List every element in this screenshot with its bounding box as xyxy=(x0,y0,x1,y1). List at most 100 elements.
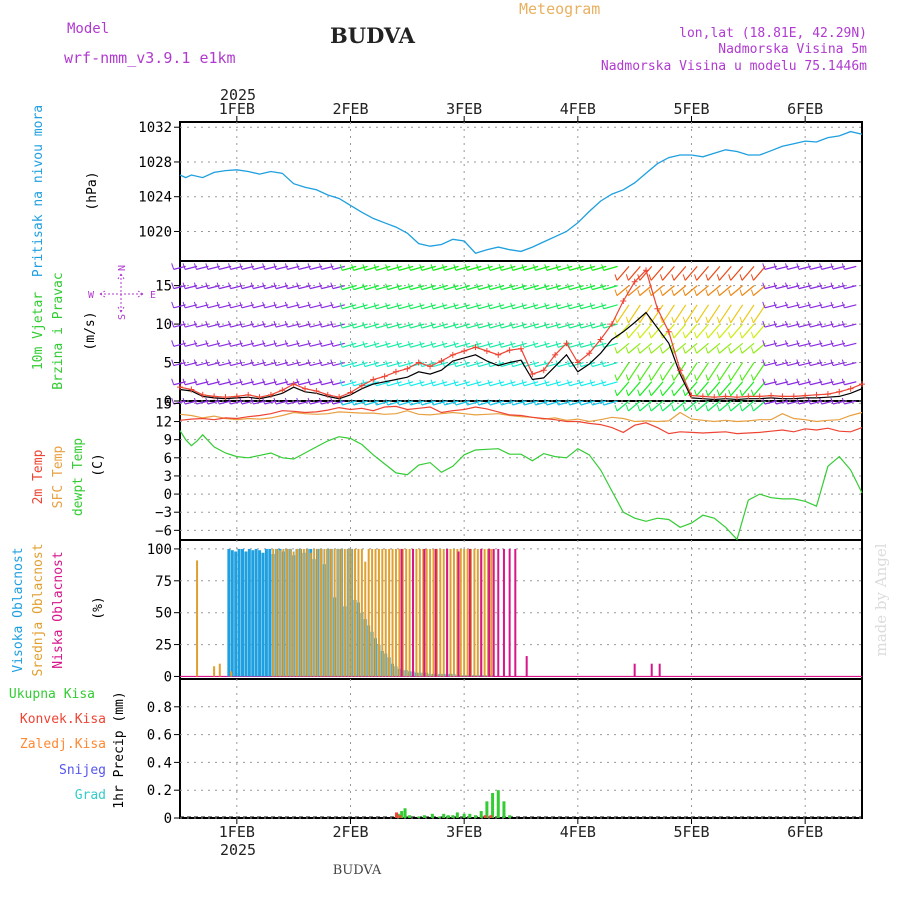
wind-barb xyxy=(787,361,800,367)
wind-barb-feather xyxy=(239,397,243,405)
compass-south: S xyxy=(117,314,128,320)
wind-barb-feather xyxy=(239,282,243,289)
wind-barb-feather xyxy=(464,398,468,406)
wind-barb-feather xyxy=(589,341,593,348)
wind-unit: (m/s) xyxy=(83,311,98,350)
wind-gust-marker xyxy=(427,363,434,370)
wind-barb xyxy=(219,265,232,270)
wind-barb xyxy=(275,381,289,386)
wind-barb xyxy=(535,304,550,310)
wind-barb xyxy=(421,304,436,310)
wind-barb xyxy=(364,381,380,387)
wind-barb xyxy=(207,381,220,386)
temp-series xyxy=(179,405,863,541)
wind-barb xyxy=(557,285,573,291)
wind-barb-feather xyxy=(762,301,766,309)
wind-barb xyxy=(798,304,811,309)
wind-barb-feather xyxy=(614,374,618,381)
wind-barb xyxy=(264,285,277,290)
wind-barb-feather xyxy=(205,282,209,289)
wind-barb-feather xyxy=(601,321,605,329)
wind-barb-feather xyxy=(739,389,743,396)
wind-barb xyxy=(821,323,834,328)
ytick-label-precip: 0.6 xyxy=(147,728,172,744)
wind-barb xyxy=(684,400,698,412)
high-cloud-bar xyxy=(251,550,255,677)
high-cloud-bar xyxy=(268,548,272,677)
wind-barb xyxy=(752,323,766,339)
wind-barb-feather xyxy=(510,302,514,310)
wind-barb-feather xyxy=(762,378,766,385)
wind-barb xyxy=(752,381,766,397)
wind-barb-feather xyxy=(750,289,754,296)
wind-barb xyxy=(444,381,459,387)
wind-barb xyxy=(616,304,630,324)
wind-barb xyxy=(455,361,471,368)
wind-barb-feather xyxy=(453,341,457,348)
wind-barb-feather xyxy=(716,289,720,296)
wind-barb-feather xyxy=(807,320,811,328)
wind-barb xyxy=(821,304,834,309)
precip-total-bar xyxy=(502,801,506,818)
wind-barb xyxy=(467,265,482,271)
wind-barb-feather xyxy=(589,302,593,310)
wind-barb xyxy=(398,285,414,291)
wind-barb xyxy=(696,381,710,397)
wind-barb-feather xyxy=(498,398,502,406)
wind-barb xyxy=(603,285,618,291)
day-label-bottom: 2FEB xyxy=(332,823,368,841)
wind-barb xyxy=(332,323,345,328)
wind-barb-feather xyxy=(544,302,548,310)
mid-cloud-bar xyxy=(371,548,374,677)
wind-barb xyxy=(219,285,232,290)
wind-barb-feather xyxy=(373,283,377,290)
wind-barb-feather xyxy=(330,397,334,405)
wind-barb-feather xyxy=(841,340,845,347)
wind-barb-feather xyxy=(339,264,343,271)
ytick-label-pressure: 1024 xyxy=(138,190,172,206)
wind-barb xyxy=(501,304,516,310)
wind-barb-feather xyxy=(716,374,720,381)
wind-barb-feather xyxy=(739,404,743,412)
wind-barb xyxy=(775,342,789,347)
mid-cloud-bar xyxy=(391,548,394,677)
panel-frames xyxy=(179,121,863,819)
precip-conv-bar xyxy=(483,815,487,818)
wind-barb xyxy=(775,304,789,309)
wind-barb xyxy=(489,400,505,406)
elevation-label: Nadmorska Visina 5m xyxy=(718,42,867,57)
wind-barb-feather xyxy=(476,302,480,310)
wind-barb xyxy=(489,323,505,329)
wind-barb xyxy=(455,381,471,387)
wind-barb-feather xyxy=(498,321,502,329)
day-label-top: 5FEB xyxy=(673,100,709,118)
wind-barb xyxy=(764,381,777,386)
wind-barb xyxy=(207,361,220,367)
wind-barb-feather xyxy=(430,283,434,290)
mid-cloud-bar xyxy=(289,548,292,677)
wind-gust-marker xyxy=(245,391,252,398)
wind-barb xyxy=(821,285,834,290)
wind-barb-feather xyxy=(262,359,266,366)
wind-barb xyxy=(512,361,527,368)
wind-barb-feather xyxy=(510,360,514,367)
wind-gust-marker xyxy=(199,391,206,398)
wind-barb xyxy=(661,381,675,397)
wind-barb-feather xyxy=(407,379,411,386)
wind-barb xyxy=(387,381,402,387)
wind-barb xyxy=(718,304,732,324)
wind-barb xyxy=(432,285,448,291)
wind-barb xyxy=(432,400,448,406)
wind-barb-feather xyxy=(250,359,254,366)
year-bottom: 2025 xyxy=(220,841,256,859)
wind-barb-feather xyxy=(396,398,400,406)
wind-barb-feather xyxy=(739,316,743,324)
wind-barb-feather xyxy=(555,379,559,386)
wind-barb-feather xyxy=(351,341,355,348)
wind-barb-feather xyxy=(807,282,811,289)
wind-barb xyxy=(523,381,539,387)
compass-west: W xyxy=(88,290,95,301)
low-cloud-bar xyxy=(468,548,471,677)
wind-barb xyxy=(287,342,300,347)
wind-barb xyxy=(207,304,220,309)
